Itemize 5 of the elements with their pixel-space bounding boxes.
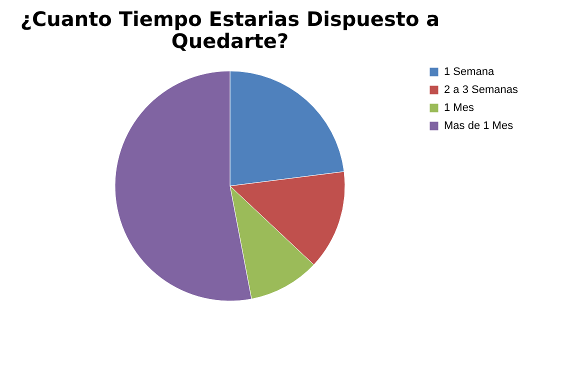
legend-label: Mas de 1 Mes [444, 120, 514, 132]
legend-label: 1 Mes [444, 102, 474, 114]
chart-title: ¿Cuanto Tiempo Estarias Dispuesto a Quedarte? [20, 7, 440, 53]
legend-label: 2 a 3 Semanas [444, 84, 518, 96]
legend-label: 1 Semana [444, 66, 496, 78]
